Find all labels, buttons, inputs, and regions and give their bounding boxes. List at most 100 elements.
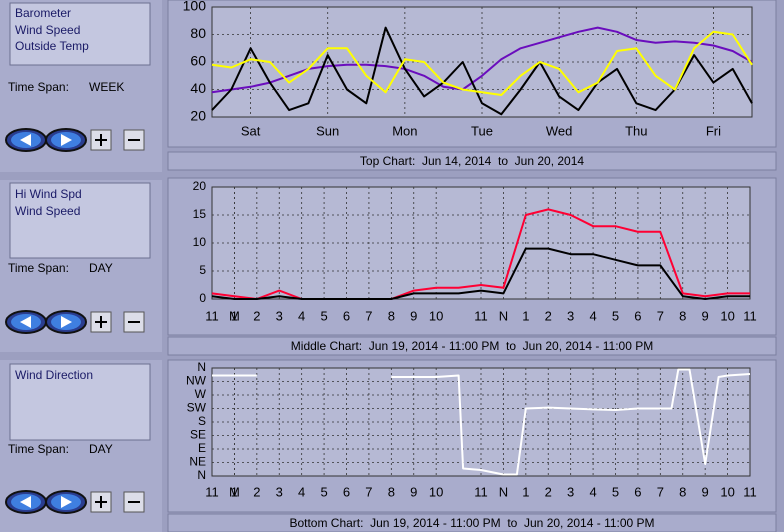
button-row: [5, 128, 145, 514]
chart-caption: Middle Chart: Jun 19, 2014 - 11:00 PM to…: [291, 339, 653, 353]
zoom-in-button[interactable]: [90, 491, 112, 513]
legend-entry: Wind Speed: [15, 204, 80, 218]
x-tick-label: 8: [388, 308, 395, 323]
legend-box: [9, 182, 151, 259]
x-tick-label: 4: [589, 308, 596, 323]
x-tick-label: 9: [410, 484, 417, 499]
legend-entry: Hi Wind Spd: [15, 187, 82, 201]
legend-entry: Wind Speed: [15, 23, 80, 37]
nav-button[interactable]: [45, 310, 87, 334]
zoom-out-button[interactable]: [123, 129, 145, 151]
x-tick-label: 11: [205, 308, 219, 323]
x-tick-label: Wed: [546, 123, 573, 138]
x-tick-label: 4: [589, 484, 596, 499]
x-tick-label: 8: [679, 484, 686, 499]
x-tick-label: N: [499, 308, 508, 323]
legend-box: [9, 2, 151, 66]
x-tick-label: 7: [657, 484, 664, 499]
x-tick-label: 4: [298, 484, 305, 499]
x-tick-label: 8: [679, 308, 686, 323]
x-tick-label: 3: [276, 484, 283, 499]
x-tick-label: 2: [253, 484, 260, 499]
x-tick-label: Fri: [706, 123, 721, 138]
arrow-icon[interactable]: [20, 496, 31, 508]
x-tick-label: Mon: [392, 123, 417, 138]
x-tick-label: 6: [634, 308, 641, 323]
x-tick-label: 11: [743, 308, 757, 323]
zoom-out-button[interactable]: [123, 311, 145, 333]
x-tick-label: N: [499, 484, 508, 499]
x-tick-label: 1: [522, 484, 529, 499]
arrow-icon[interactable]: [61, 134, 72, 146]
zoom-in-button[interactable]: [90, 129, 112, 151]
x-tick-label: Thu: [625, 123, 647, 138]
x-tick-label: M: [229, 484, 240, 499]
y-tick-label: 20: [190, 108, 206, 124]
y-tick-label: 15: [193, 207, 207, 221]
y-tick-label: 5: [199, 263, 206, 277]
legend-entry: Barometer: [15, 6, 71, 20]
x-tick-label: 4: [298, 308, 305, 323]
x-tick-label: 5: [612, 484, 619, 499]
x-tick-label: 5: [320, 484, 327, 499]
y-tick-label: 80: [190, 25, 206, 41]
x-tick-label: M: [229, 308, 240, 323]
x-tick-label: 9: [410, 308, 417, 323]
arrow-icon[interactable]: [20, 316, 31, 328]
nav-button[interactable]: [5, 310, 47, 334]
x-tick-label: 2: [545, 484, 552, 499]
x-tick-label: 6: [634, 484, 641, 499]
x-tick-label: 5: [612, 308, 619, 323]
x-tick-label: 2: [253, 308, 260, 323]
x-tick-label: 6: [343, 308, 350, 323]
nav-button[interactable]: [5, 128, 47, 152]
y-tick-label: W: [195, 387, 207, 401]
y-tick-label: 20: [193, 179, 207, 193]
nav-button[interactable]: [5, 490, 47, 514]
y-tick-label: 40: [190, 80, 206, 96]
x-tick-label: 1: [231, 308, 238, 323]
caption-bar: [167, 151, 777, 171]
x-tick-label: 3: [567, 484, 574, 499]
side-panel: Barometer Wind Speed Outside Temp Hi Win…: [0, 0, 162, 532]
chart-caption: Top Chart: Jun 14, 2014 to Jun 20, 2014: [360, 154, 584, 168]
x-tick-label: 10: [429, 484, 443, 499]
time-span: WEEK: [89, 80, 124, 94]
arrow-icon[interactable]: [61, 316, 72, 328]
y-tick-label: 60: [190, 53, 206, 69]
x-tick-label: 10: [429, 308, 443, 323]
x-tick-label: 7: [657, 308, 664, 323]
x-tick-label: 11: [474, 484, 488, 499]
y-tick-label: E: [198, 441, 206, 455]
zoom-out-button[interactable]: [123, 491, 145, 513]
series-line: [211, 26, 753, 94]
time-span-label: Time Span:: [8, 80, 69, 94]
x-tick-label: 6: [343, 484, 350, 499]
nav-button[interactable]: [45, 128, 87, 152]
x-tick-label: 11: [743, 484, 757, 499]
nav-button[interactable]: [45, 490, 87, 514]
y-tick-label: S: [198, 414, 206, 428]
y-tick-label: SE: [190, 428, 206, 442]
series-line: [211, 30, 753, 96]
x-tick-label: 3: [567, 308, 574, 323]
x-tick-label: 5: [320, 308, 327, 323]
x-tick-label: 10: [720, 484, 734, 499]
x-tick-label: 10: [720, 308, 734, 323]
x-tick-label: 7: [365, 484, 372, 499]
legend-entry: Outside Temp: [15, 39, 89, 53]
x-tick-label: Tue: [471, 123, 493, 138]
x-tick-label: 9: [702, 308, 709, 323]
arrow-icon[interactable]: [61, 496, 72, 508]
x-tick-label: 11: [205, 484, 219, 499]
caption-bar: [167, 336, 777, 356]
y-tick-label: 0: [199, 291, 206, 305]
x-tick-label: Sat: [241, 123, 261, 138]
zoom-in-button[interactable]: [90, 311, 112, 333]
y-tick-label: 10: [193, 235, 207, 249]
x-tick-label: Sun: [316, 123, 339, 138]
legend-box: [9, 363, 151, 441]
time-span-label: Time Span:: [8, 442, 69, 456]
arrow-icon[interactable]: [20, 134, 31, 146]
x-tick-label: 2: [545, 308, 552, 323]
